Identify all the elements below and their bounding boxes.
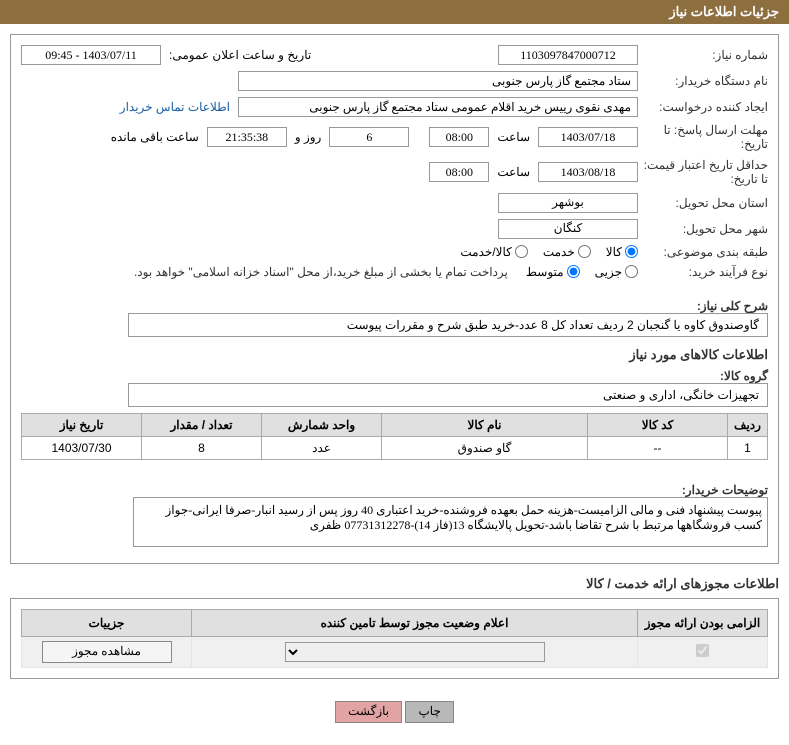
proc-partial-text: جزیی	[595, 265, 622, 279]
category-label: طبقه بندی موضوعی:	[638, 245, 768, 259]
buyer-notes-label: توضیحات خریدار:	[638, 468, 768, 497]
permit-required-checkbox[interactable]	[696, 644, 709, 657]
category-radio-group: کالا خدمت کالا/خدمت	[450, 245, 638, 259]
remaining-time-input[interactable]	[207, 127, 287, 147]
goods-info-title: اطلاعات کالاهای مورد نیاز	[21, 347, 768, 363]
need-no-label: شماره نیاز:	[638, 48, 768, 62]
cat-goods-radio[interactable]	[625, 245, 638, 258]
permit-status-select[interactable]	[285, 642, 545, 662]
goods-group-box: تجهیزات خانگی، اداری و صنعتی	[128, 383, 768, 407]
need-details-section: شماره نیاز: تاریخ و ساعت اعلان عمومی: نا…	[10, 34, 779, 564]
cell-date: 1403/07/30	[22, 436, 142, 459]
city-input[interactable]	[498, 219, 638, 239]
cat-goods-service-text: کالا/خدمت	[460, 245, 511, 259]
view-permit-button[interactable]: مشاهده مجوز	[42, 641, 172, 663]
buyer-notes-textarea[interactable]	[133, 497, 768, 547]
days-count-input[interactable]	[329, 127, 409, 147]
permits-table: الزامی بودن ارائه مجوز اعلام وضعیت مجوز …	[21, 609, 768, 668]
city-label: شهر محل تحویل:	[638, 222, 768, 236]
cat-goods-service-radio[interactable]	[515, 245, 528, 258]
remaining-label: ساعت باقی مانده	[103, 130, 207, 144]
cell-unit: عدد	[262, 436, 382, 459]
requester-label: ایجاد کننده درخواست:	[638, 100, 768, 114]
cell-name: گاو صندوق	[382, 436, 588, 459]
reply-deadline-time-input[interactable]	[429, 127, 489, 147]
province-label: استان محل تحویل:	[638, 196, 768, 210]
th-required: الزامی بودن ارائه مجوز	[638, 609, 768, 636]
price-validity-time-input[interactable]	[429, 162, 489, 182]
print-button[interactable]: چاپ	[405, 701, 453, 723]
general-desc-box: گاوصندوق کاوه یا گنجبان 2 ردیف تعداد کل …	[128, 313, 768, 337]
cat-service-radio[interactable]	[578, 245, 591, 258]
permits-section-title: اطلاعات مجوزهای ارائه خدمت / کالا	[10, 576, 779, 592]
footer-buttons: چاپ بازگشت	[10, 691, 779, 733]
goods-group-label: گروه کالا:	[638, 369, 768, 383]
table-row[interactable]: 1 -- گاو صندوق عدد 8 1403/07/30	[22, 436, 768, 459]
th-detail: جزییات	[22, 609, 192, 636]
cell-code: --	[588, 436, 728, 459]
goods-table: ردیف کد کالا نام کالا واحد شمارش تعداد /…	[21, 413, 768, 460]
public-date-label: تاریخ و ساعت اعلان عمومی:	[161, 48, 319, 62]
th-code: کد کالا	[588, 413, 728, 436]
price-validity-date-input[interactable]	[538, 162, 638, 182]
main-content: AriaTender.net شماره نیاز: تاریخ و ساعت …	[0, 24, 789, 743]
th-unit: واحد شمارش	[262, 413, 382, 436]
process-radio-group: جزیی متوسط	[516, 265, 638, 279]
page-title: جزئیات اطلاعات نیاز	[669, 4, 779, 19]
cat-service-text: خدمت	[543, 245, 575, 259]
proc-partial-radio[interactable]	[625, 265, 638, 278]
back-button[interactable]: بازگشت	[335, 701, 402, 723]
pay-note: پرداخت تمام یا بخشی از مبلغ خرید،از محل …	[134, 265, 516, 279]
price-validity-label: حداقل تاریخ اعتبار قیمت: تا تاریخ:	[638, 158, 768, 187]
reply-deadline-date-input[interactable]	[538, 127, 638, 147]
th-qty: تعداد / مقدار	[142, 413, 262, 436]
time-label-2: ساعت	[489, 165, 538, 179]
permits-section: الزامی بودن ارائه مجوز اعلام وضعیت مجوز …	[10, 598, 779, 679]
th-row: ردیف	[728, 413, 768, 436]
th-date: تاریخ نیاز	[22, 413, 142, 436]
cell-qty: 8	[142, 436, 262, 459]
page-header: جزئیات اطلاعات نیاز	[0, 0, 789, 24]
cat-goods-text: کالا	[606, 245, 622, 259]
need-no-input[interactable]	[498, 45, 638, 65]
permit-row: مشاهده مجوز	[22, 636, 768, 667]
buyer-contact-link[interactable]: اطلاعات تماس خریدار	[120, 100, 238, 114]
public-date-input[interactable]	[21, 45, 161, 65]
buyer-org-input[interactable]	[238, 71, 638, 91]
buyer-org-label: نام دستگاه خریدار:	[638, 74, 768, 88]
proc-medium-text: متوسط	[526, 265, 564, 279]
th-name: نام کالا	[382, 413, 588, 436]
general-desc-label: شرح کلی نیاز:	[638, 299, 768, 313]
process-label: نوع فرآیند خرید:	[638, 265, 768, 279]
proc-medium-radio[interactable]	[567, 265, 580, 278]
requester-input[interactable]	[238, 97, 638, 117]
th-status: اعلام وضعیت مجوز توسط تامین کننده	[192, 609, 638, 636]
time-label-1: ساعت	[489, 130, 538, 144]
province-input[interactable]	[498, 193, 638, 213]
cell-idx: 1	[728, 436, 768, 459]
reply-deadline-label: مهلت ارسال پاسخ: تا تاریخ:	[638, 123, 768, 152]
days-word: روز و	[287, 130, 330, 144]
